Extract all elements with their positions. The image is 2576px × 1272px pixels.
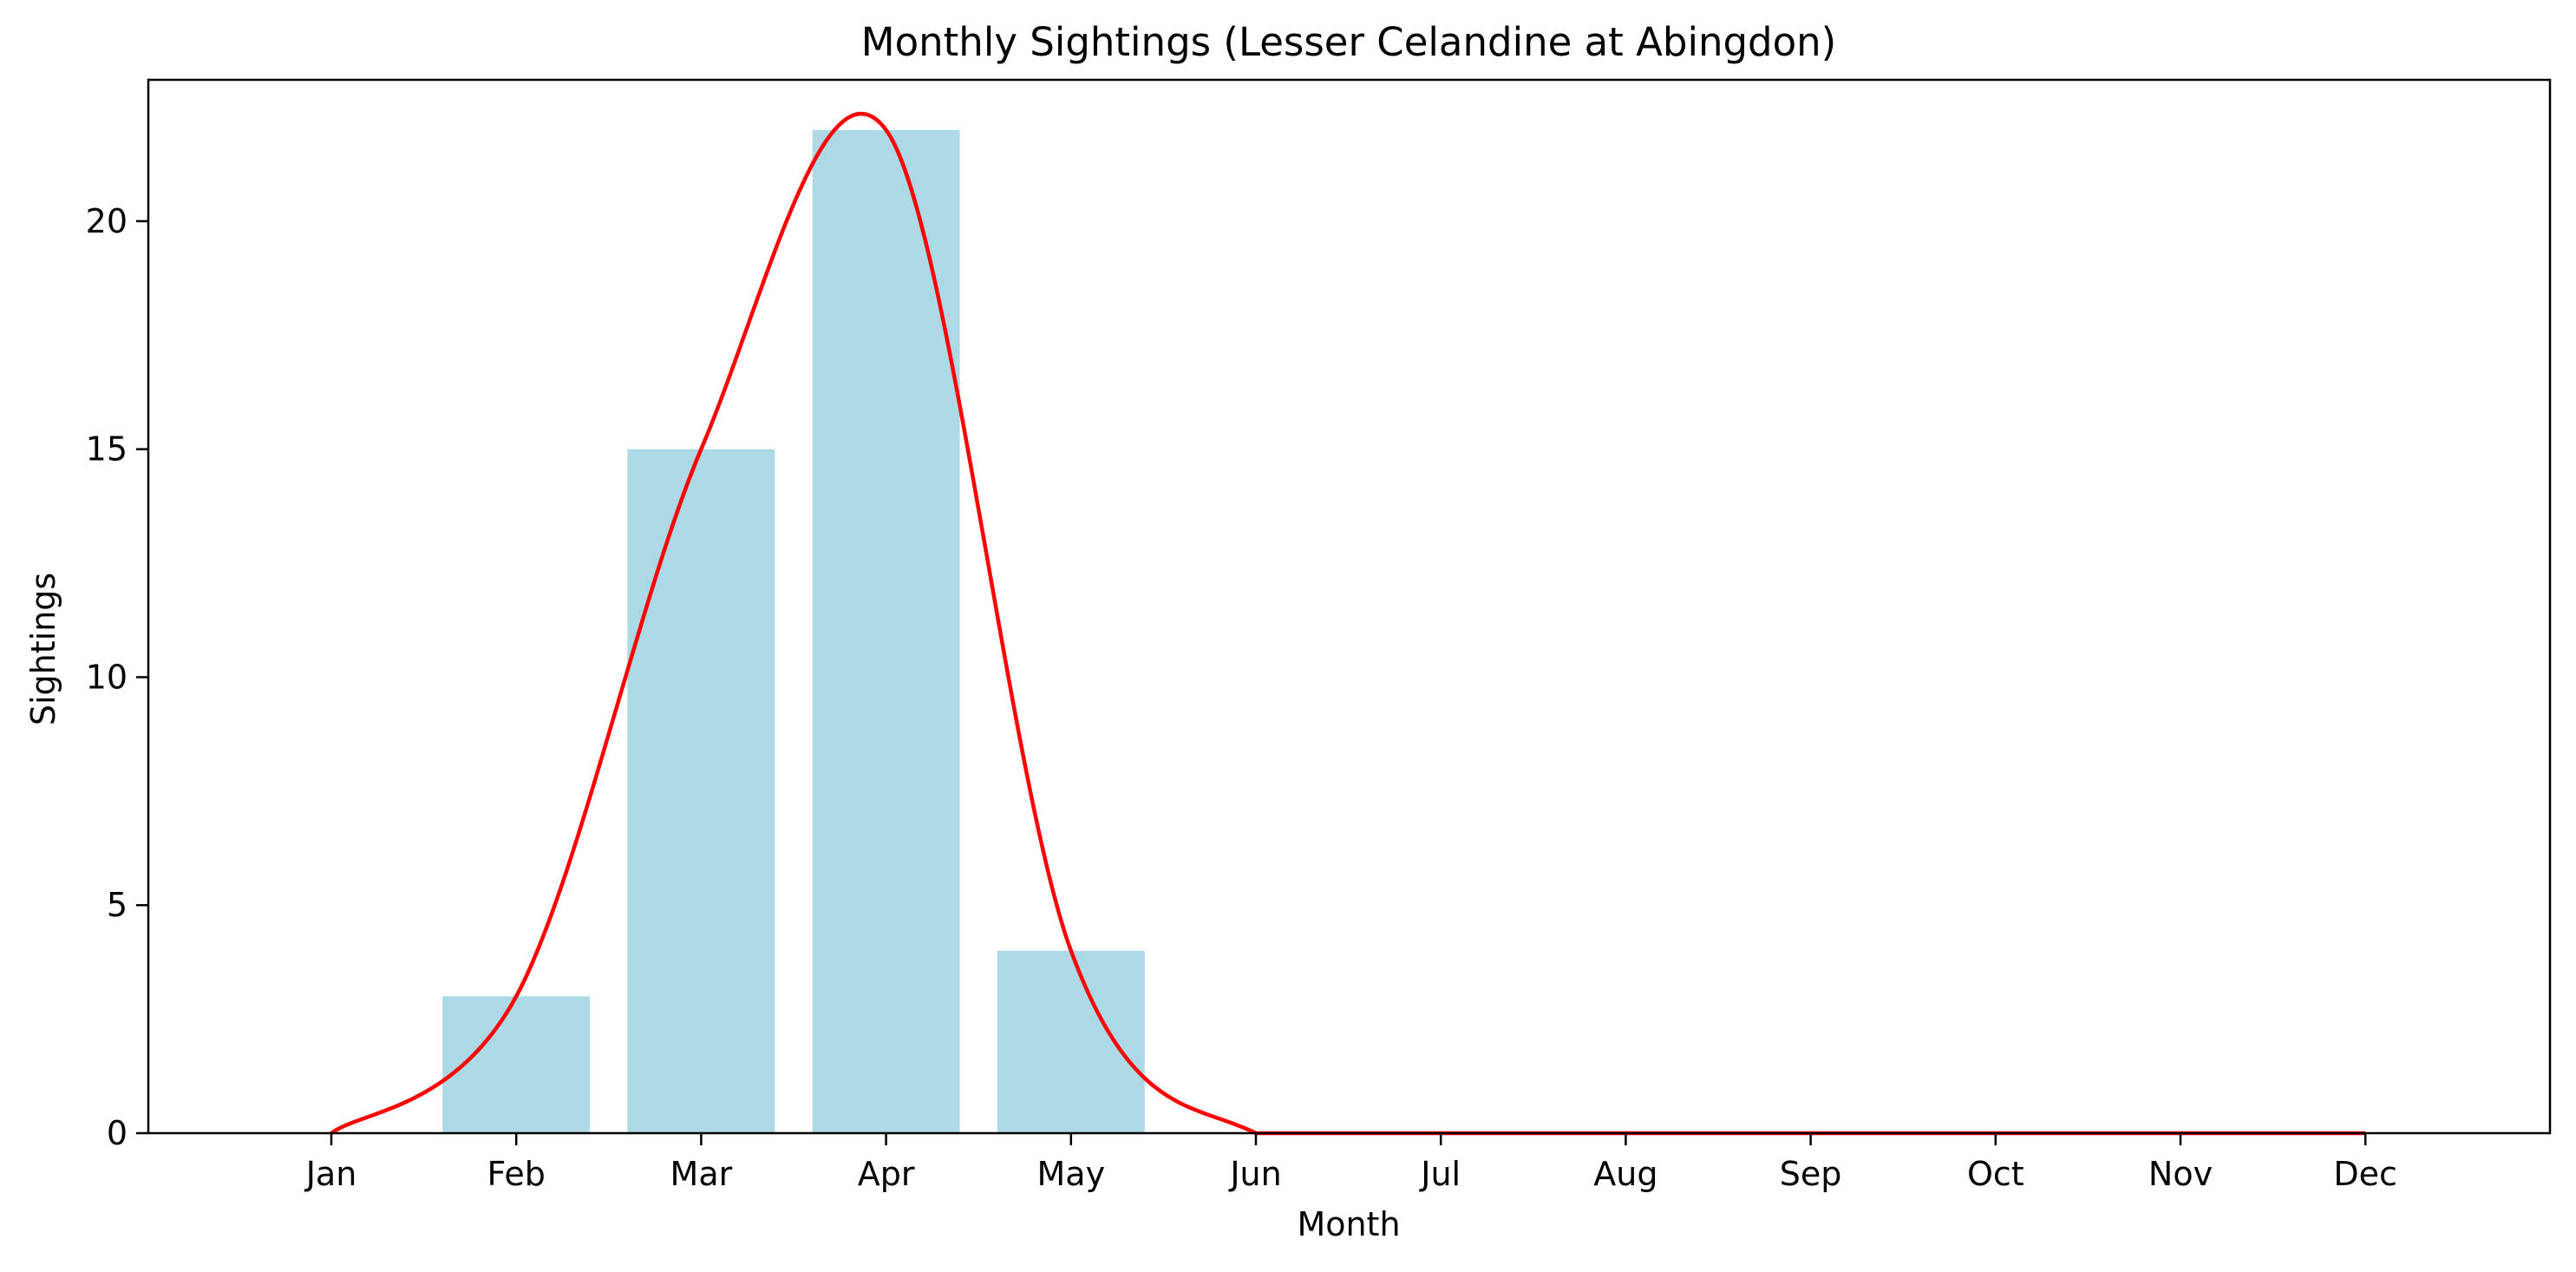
y-tick-label: 5	[107, 886, 127, 924]
y-axis-label: Sightings	[24, 573, 62, 725]
y-tick-label: 20	[86, 202, 127, 240]
x-tick-label-apr: Apr	[858, 1155, 915, 1193]
x-tick-label-aug: Aug	[1593, 1155, 1657, 1193]
bar-feb	[442, 996, 591, 1133]
x-axis-label: Month	[1297, 1205, 1400, 1243]
x-tick-label-jul: Jul	[1419, 1155, 1461, 1193]
x-tick-label-jun: Jun	[1228, 1155, 1281, 1193]
x-axis-ticks: Jan Feb Mar Apr May Jun Jul Aug Sep Oct Nov Dec	[304, 1133, 2397, 1193]
x-tick-label-oct: Oct	[1967, 1155, 2024, 1193]
y-tick-label: 0	[107, 1114, 127, 1152]
x-tick-label-may: May	[1037, 1155, 1106, 1193]
y-axis-ticks: 0 5 10 15 20	[86, 202, 148, 1152]
x-tick-label-nov: Nov	[2148, 1155, 2213, 1193]
bars-group	[442, 129, 1145, 1133]
bar-may	[997, 950, 1145, 1133]
bar-mar	[627, 449, 775, 1133]
y-tick-label: 15	[86, 430, 127, 469]
chart-title: Monthly Sightings (Lesser Celandine at A…	[861, 19, 1836, 65]
x-tick-label-sep: Sep	[1780, 1155, 1842, 1193]
x-tick-label-jan: Jan	[304, 1155, 357, 1193]
bar-apr	[812, 129, 960, 1133]
x-tick-label-dec: Dec	[2333, 1155, 2397, 1193]
x-tick-label-feb: Feb	[487, 1155, 546, 1193]
x-tick-label-mar: Mar	[670, 1155, 733, 1193]
plot-frame	[147, 78, 2552, 1135]
y-tick-label: 10	[86, 658, 127, 696]
